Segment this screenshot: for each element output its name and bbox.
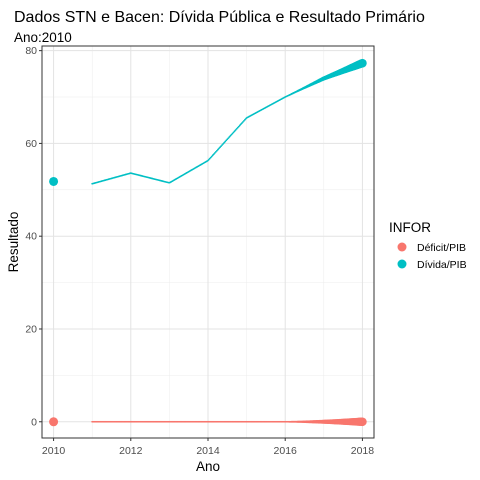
x-tick-label: 2012 (119, 445, 143, 457)
trail-point-1 (241, 121, 244, 123)
trail-point-1 (216, 149, 218, 152)
x-tick-label: 2016 (274, 445, 298, 457)
x-tick-label: 2010 (42, 445, 66, 457)
y-tick-label: 0 (31, 416, 37, 428)
legend-key-0 (397, 242, 407, 252)
x-axis: 2010 2012 2014 2016 2018 (42, 438, 374, 457)
trail-point-1 (225, 139, 228, 142)
legend: INFOR Déficit/PIB Dívida/PIB (389, 220, 467, 271)
chart-subtitle: Ano:2010 (14, 30, 72, 45)
x-tick-label: 2014 (196, 445, 220, 457)
trail-point-1 (207, 159, 210, 161)
trail-point-1 (209, 156, 212, 159)
legend-title: INFOR (389, 220, 431, 235)
trail-point-0 (358, 417, 367, 427)
trail-point-1 (212, 153, 215, 156)
trail-point-1 (239, 123, 242, 126)
trail-point-1 (219, 146, 221, 149)
trail-point-1 (208, 157, 211, 160)
trail-point-1 (224, 140, 227, 143)
trail-point-1 (243, 119, 245, 122)
trail-point-1 (228, 136, 231, 138)
trail-point-1 (232, 131, 235, 134)
legend-label-0: Déficit/PIB (417, 242, 466, 254)
trail-point-1 (236, 126, 239, 129)
x-tick-label: 2018 (351, 445, 375, 457)
trail-point-1 (358, 58, 367, 68)
data-point-0 (49, 417, 59, 427)
trail-point-1 (237, 125, 240, 128)
legend-key-1 (397, 259, 407, 269)
y-tick-label: 20 (25, 323, 37, 335)
legend-label-1: Dívida/PIB (417, 259, 467, 271)
trail-point-1 (226, 138, 229, 141)
trail-point-1 (222, 142, 225, 145)
trail-point-1 (210, 155, 213, 158)
trail-point-1 (231, 132, 234, 135)
trail-point-1 (235, 128, 238, 130)
x-axis-title: Ano (196, 459, 220, 474)
y-tick-label: 80 (25, 45, 37, 57)
y-axis-title: Resultado (6, 212, 21, 273)
trail-point-1 (223, 141, 226, 144)
trail-point-1 (221, 144, 224, 146)
trail-point-1 (217, 148, 219, 151)
trail-point-1 (233, 130, 236, 133)
y-tick-label: 40 (25, 231, 37, 243)
trail-point-1 (218, 147, 220, 150)
trail-point-1 (214, 150, 217, 153)
series-trails (91, 58, 367, 427)
trail-point-1 (227, 137, 230, 139)
trail-point-1 (220, 145, 222, 148)
trail-point-1 (238, 124, 241, 127)
y-axis: 0 20 40 60 80 (25, 45, 42, 428)
trail-point-1 (244, 118, 246, 121)
trail-point-1 (234, 129, 237, 131)
y-tick-label: 60 (25, 138, 37, 150)
trail-point-1 (230, 133, 233, 136)
series-points (49, 176, 59, 427)
data-point-1 (49, 176, 59, 186)
chart-title: Dados STN e Bacen: Dívida Pública e Resu… (14, 9, 425, 26)
trail-point-1 (211, 154, 214, 157)
trail-point-1 (213, 152, 216, 154)
trail-point-1 (240, 122, 243, 125)
trail-point-1 (229, 134, 232, 137)
